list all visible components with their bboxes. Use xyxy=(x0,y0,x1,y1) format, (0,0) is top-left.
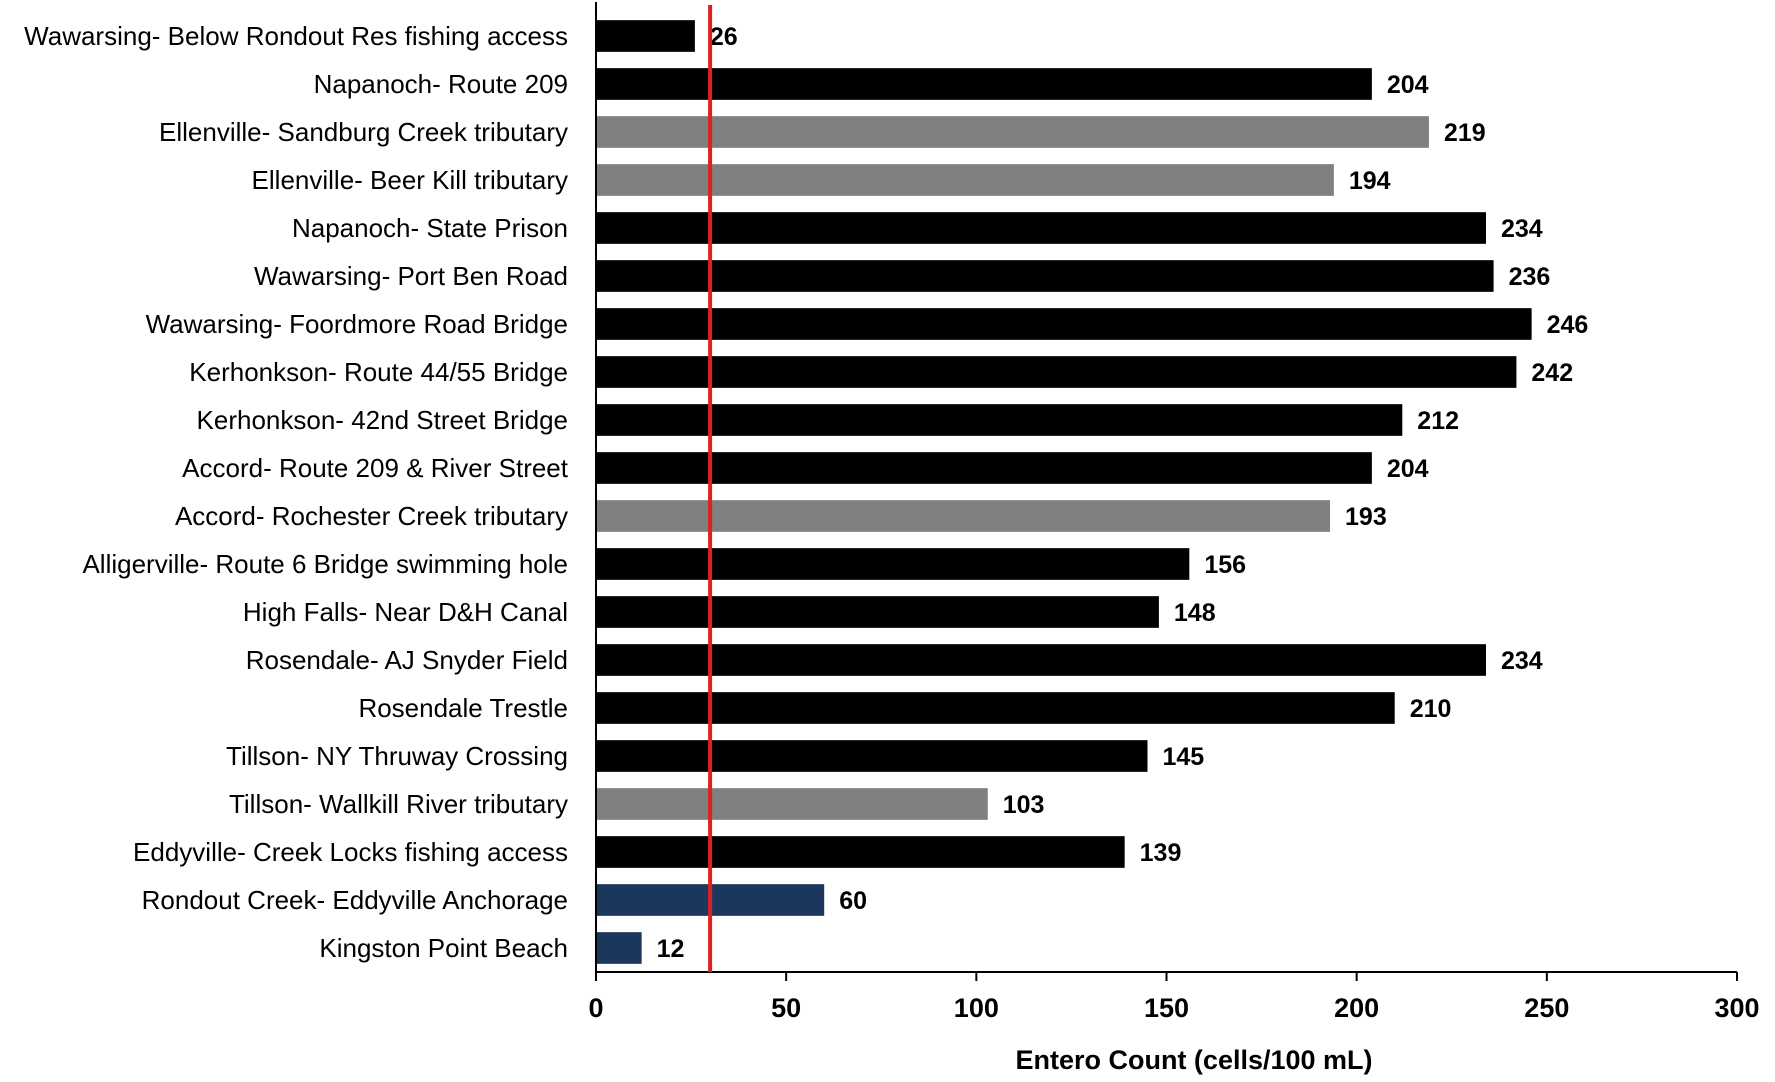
value-label: 148 xyxy=(1174,599,1216,627)
bar xyxy=(596,116,1429,148)
bar xyxy=(596,836,1125,868)
category-label: Wawarsing- Port Ben Road xyxy=(254,261,568,291)
bar xyxy=(596,932,642,964)
x-tick-label: 50 xyxy=(771,993,801,1023)
category-label: Wawarsing- Foordmore Road Bridge xyxy=(146,309,568,339)
value-label: 234 xyxy=(1501,647,1543,675)
value-label: 103 xyxy=(1003,791,1045,819)
bars-group xyxy=(596,20,1532,964)
x-tick-label: 150 xyxy=(1144,993,1189,1023)
category-label: Kerhonkson- 42nd Street Bridge xyxy=(197,405,568,435)
x-axis-title: Entero Count (cells/100 mL) xyxy=(1015,1045,1372,1075)
bar xyxy=(596,500,1331,532)
category-label: Tillson- Wallkill River tributary xyxy=(229,789,568,819)
bar xyxy=(596,356,1517,388)
value-labels: 2620421919423423624624221220419315614823… xyxy=(657,23,1589,963)
category-label: Kingston Point Beach xyxy=(319,933,568,963)
x-tick-label: 100 xyxy=(954,993,999,1023)
category-label: Wawarsing- Below Rondout Res fishing acc… xyxy=(24,21,568,51)
category-label: Rosendale Trestle xyxy=(358,693,568,723)
value-label: 219 xyxy=(1444,119,1486,147)
value-label: 26 xyxy=(710,23,738,51)
value-label: 242 xyxy=(1531,359,1573,387)
value-label: 210 xyxy=(1410,695,1452,723)
category-label: Ellenville- Sandburg Creek tributary xyxy=(159,117,568,147)
value-label: 194 xyxy=(1349,167,1391,195)
value-label: 193 xyxy=(1345,503,1387,531)
bar xyxy=(596,452,1372,484)
value-label: 204 xyxy=(1387,455,1429,483)
category-label: Rondout Creek- Eddyville Anchorage xyxy=(142,885,568,915)
category-label: Alligerville- Route 6 Bridge swimming ho… xyxy=(82,549,568,579)
value-label: 139 xyxy=(1140,839,1182,867)
category-labels: Wawarsing- Below Rondout Res fishing acc… xyxy=(24,21,569,963)
bar xyxy=(596,692,1395,724)
bar xyxy=(596,260,1494,292)
bar xyxy=(596,644,1486,676)
bar xyxy=(596,596,1159,628)
category-label: Eddyville- Creek Locks fishing access xyxy=(133,837,568,867)
value-label: 12 xyxy=(657,935,685,963)
x-tick-label: 250 xyxy=(1524,993,1569,1023)
category-label: Napanoch- State Prison xyxy=(292,213,568,243)
bar xyxy=(596,788,988,820)
bar xyxy=(596,308,1532,340)
bar xyxy=(596,548,1190,580)
x-axis: 0 50 100 150 200 250 300 xyxy=(588,2,1760,1023)
category-label: High Falls- Near D&H Canal xyxy=(243,597,568,627)
value-label: 236 xyxy=(1509,263,1551,291)
x-tick-label: 0 xyxy=(588,993,603,1023)
category-label: Tillson- NY Thruway Crossing xyxy=(226,741,568,771)
value-label: 234 xyxy=(1501,215,1543,243)
bar xyxy=(596,404,1403,436)
category-label: Accord- Rochester Creek tributary xyxy=(175,501,568,531)
value-label: 156 xyxy=(1204,551,1246,579)
bar xyxy=(596,164,1334,196)
bar xyxy=(596,68,1372,100)
value-label: 60 xyxy=(839,887,867,915)
category-label: Rosendale- AJ Snyder Field xyxy=(246,645,568,675)
x-tick-label: 200 xyxy=(1334,993,1379,1023)
bar xyxy=(596,740,1148,772)
category-label: Ellenville- Beer Kill tributary xyxy=(252,165,568,195)
category-label: Napanoch- Route 209 xyxy=(314,69,568,99)
x-tick-label: 300 xyxy=(1714,993,1759,1023)
value-label: 204 xyxy=(1387,71,1429,99)
value-label: 246 xyxy=(1547,311,1589,339)
category-label: Kerhonkson- Route 44/55 Bridge xyxy=(189,357,568,387)
value-label: 145 xyxy=(1162,743,1204,771)
value-label: 212 xyxy=(1417,407,1459,435)
category-label: Accord- Route 209 & River Street xyxy=(182,453,569,483)
bar xyxy=(596,20,695,52)
bar xyxy=(596,212,1486,244)
